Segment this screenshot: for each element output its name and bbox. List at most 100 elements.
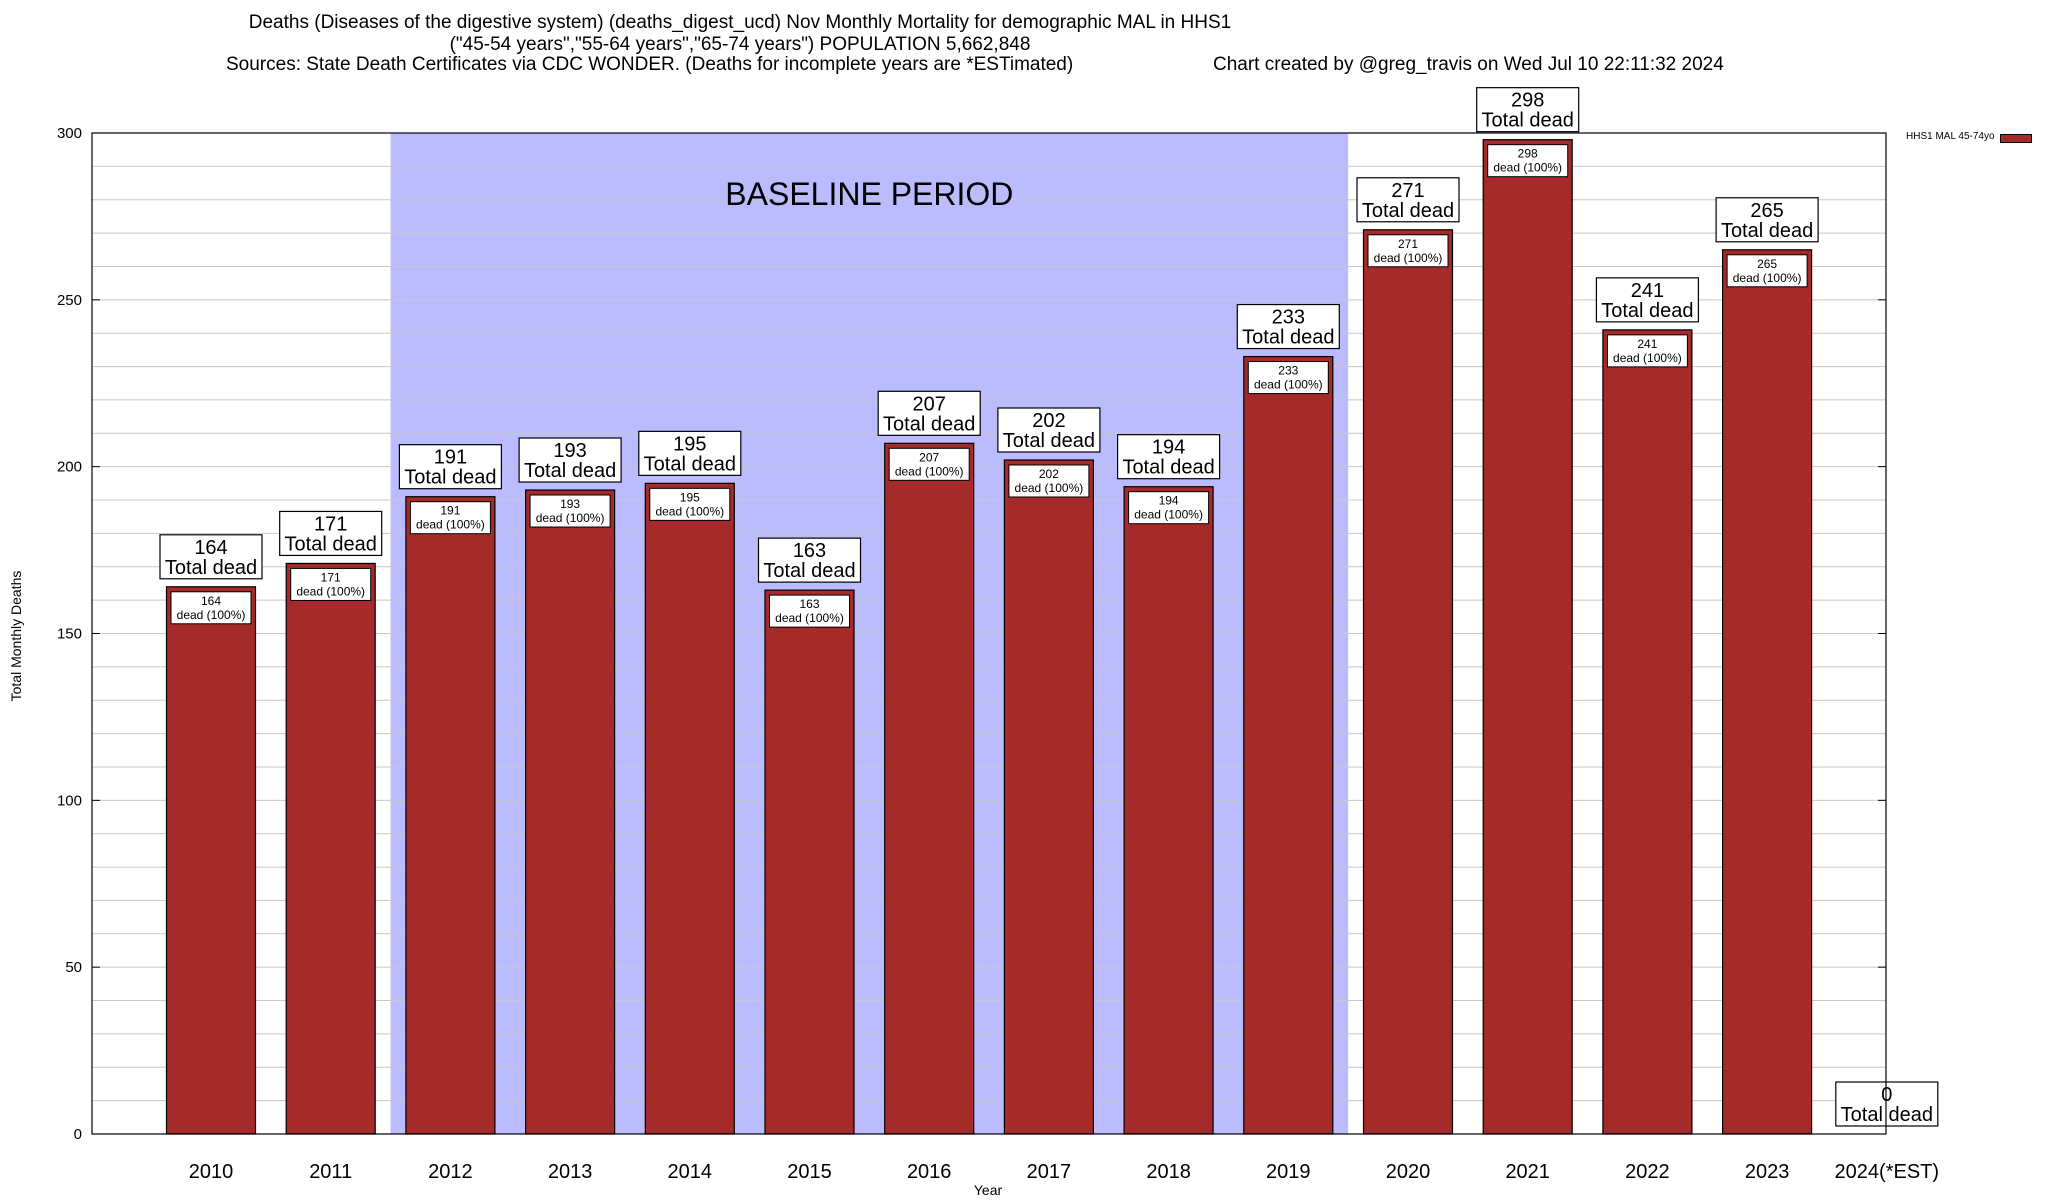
outer-label-value: 233: [1272, 307, 1305, 329]
y-tick-label: 100: [57, 792, 82, 809]
inner-label-text: dead (100%): [1015, 481, 1084, 495]
bar-2019: [1243, 355, 1334, 1135]
bar-2021: [1482, 139, 1573, 1135]
y-tick-label: 200: [57, 459, 82, 476]
outer-label-value: 195: [673, 433, 706, 455]
inner-label-text: dead (100%): [1733, 271, 1802, 285]
outer-label-value: 193: [553, 440, 586, 462]
plot-border: [91, 132, 1887, 1135]
x-tick-label: 2015: [787, 1161, 832, 1183]
x-tick-label: 2010: [189, 1161, 234, 1183]
outer-label-text: Total dead: [404, 467, 496, 489]
y-axis-label: Total Monthly Deaths: [8, 570, 24, 702]
y-tick-label: 0: [74, 1126, 82, 1143]
x-tick-label: 2017: [1027, 1161, 1072, 1183]
inner-label-box: [290, 567, 372, 601]
outer-label-text: Total dead: [285, 533, 377, 555]
inner-label-box: [1128, 491, 1210, 525]
bar-2010: [165, 586, 257, 1135]
inner-label-value: 194: [1159, 494, 1179, 508]
outer-label-box: [877, 390, 981, 436]
outer-label-text: Total dead: [1122, 457, 1214, 479]
chart-title: Deaths (Diseases of the digestive system…: [0, 12, 1480, 56]
chart-credit: Chart created by @greg_travis on Wed Jul…: [1213, 54, 1724, 75]
inner-label-box: [1367, 234, 1449, 268]
x-tick-label: 2020: [1386, 1161, 1431, 1183]
bar-2015: [764, 589, 855, 1135]
x-tick-label: 2024(*EST): [1835, 1161, 1940, 1183]
outer-label-text: Total dead: [165, 557, 257, 579]
bar-2011: [285, 562, 376, 1135]
outer-label-box: [1476, 87, 1580, 133]
baseline-period-label: BASELINE PERIOD: [725, 176, 1013, 212]
inner-label-text: dead (100%): [296, 584, 365, 598]
bar-2016: [884, 442, 975, 1135]
x-tick-label: 2016: [907, 1161, 952, 1183]
inner-label-box: [170, 591, 252, 625]
inner-label-text: dead (100%): [775, 611, 844, 625]
outer-label-box: [638, 430, 742, 476]
inner-label-value: 191: [440, 504, 460, 518]
inner-label-text: dead (100%): [895, 464, 964, 478]
inner-label-text: dead (100%): [1134, 508, 1203, 522]
x-tick-label: 2021: [1505, 1161, 1550, 1183]
inner-label-value: 271: [1398, 237, 1418, 251]
outer-label-box: [1356, 177, 1460, 223]
inner-label-text: dead (100%): [1493, 161, 1562, 175]
outer-label-box: [279, 510, 383, 557]
outer-label-value: 171: [314, 513, 347, 535]
outer-label-text: Total dead: [1841, 1104, 1933, 1126]
inner-label-text: dead (100%): [1374, 251, 1443, 265]
inner-label-text: dead (100%): [655, 504, 724, 518]
inner-label-box: [769, 594, 850, 628]
inner-label-value: 202: [1039, 467, 1059, 481]
inner-label-value: 171: [321, 570, 341, 584]
inner-label-box: [1008, 464, 1090, 498]
inner-label-box: [888, 447, 970, 481]
outer-label-value: 191: [434, 447, 467, 469]
inner-label-text: dead (100%): [1254, 378, 1323, 392]
outer-label-box: [159, 534, 263, 580]
inner-label-box: [1606, 334, 1688, 368]
inner-label-value: 193: [560, 497, 580, 511]
legend-swatch: [2000, 134, 2032, 143]
inner-label-box: [649, 487, 731, 521]
outer-label-text: Total dead: [1242, 327, 1334, 349]
x-tick-label: 2012: [428, 1161, 473, 1183]
outer-label-value: 241: [1631, 280, 1664, 302]
title-line-2: ("45-54 years","55-64 years","65-74 year…: [449, 34, 1031, 55]
outer-label-box: [1835, 1081, 1939, 1127]
outer-label-text: Total dead: [1482, 110, 1574, 132]
y-tick-label: 150: [57, 626, 82, 643]
bar-2013: [524, 489, 616, 1135]
outer-label-box: [1595, 277, 1700, 323]
outer-label-box: [997, 407, 1101, 453]
outer-label-value: 265: [1750, 200, 1783, 222]
y-tick-label: 50: [65, 959, 82, 976]
outer-label-value: 163: [793, 540, 826, 562]
outer-label-value: 202: [1032, 410, 1065, 432]
inner-label-value: 164: [201, 594, 221, 608]
bar-2017: [1003, 459, 1095, 1135]
inner-label-text: dead (100%): [536, 511, 605, 525]
bar-2018: [1123, 486, 1214, 1135]
outer-label-value: 194: [1152, 437, 1185, 459]
outer-label-value: 164: [194, 537, 227, 559]
bar-2023: [1721, 249, 1813, 1135]
x-axis-label: Year: [973, 1182, 1003, 1198]
outer-label-box: [1236, 303, 1340, 350]
outer-label-text: Total dead: [1362, 200, 1454, 222]
outer-label-text: Total dead: [1003, 430, 1095, 452]
bar-2014: [644, 482, 735, 1135]
outer-label-text: Total dead: [883, 413, 975, 435]
inner-label-text: dead (100%): [177, 608, 246, 622]
outer-label-text: Total dead: [524, 460, 616, 482]
inner-label-box: [1726, 254, 1808, 288]
x-tick-label: 2014: [668, 1161, 713, 1183]
outer-label-text: Total dead: [763, 560, 855, 582]
inner-label-box: [1247, 361, 1329, 395]
x-tick-label: 2018: [1146, 1161, 1191, 1183]
inner-label-value: 195: [680, 490, 700, 504]
inner-label-box: [1487, 144, 1569, 178]
